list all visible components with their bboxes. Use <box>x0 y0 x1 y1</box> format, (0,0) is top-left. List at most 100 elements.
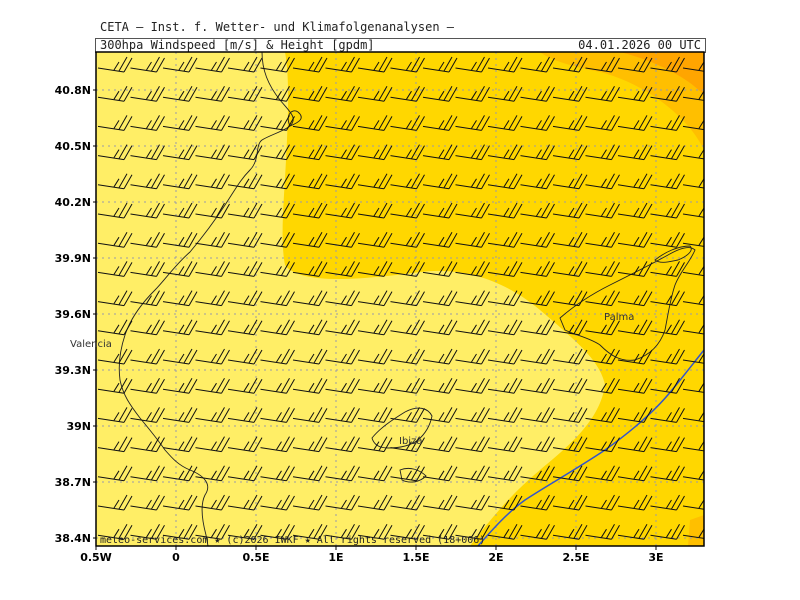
wind-barb <box>487 319 523 336</box>
lon-tick-label: 2E <box>488 551 503 564</box>
wind-barb <box>552 436 588 453</box>
wind-barb <box>552 56 588 73</box>
wind-barb <box>552 319 588 336</box>
wind-barb <box>585 465 620 482</box>
wind-barb <box>130 407 165 423</box>
wind-barb <box>162 144 198 161</box>
lat-tick-label: 40.8N <box>55 84 91 97</box>
wind-barb <box>357 319 393 336</box>
wind-barb <box>585 436 620 453</box>
wind-barb <box>97 407 133 423</box>
wind-barb <box>487 85 523 102</box>
wind-barb <box>422 319 458 336</box>
wind-barb <box>617 290 653 307</box>
wind-barb <box>585 144 620 161</box>
wind-barb <box>617 465 653 482</box>
lat-tick-label: 39N <box>66 420 91 433</box>
wind-barb <box>422 290 458 307</box>
wind-barb <box>650 494 685 511</box>
lon-tick-label: 1.5E <box>402 551 429 564</box>
wind-barb <box>357 173 393 190</box>
wind-barb <box>195 115 230 131</box>
wind-barb <box>617 436 653 453</box>
wind-barb <box>195 202 230 219</box>
wind-barb <box>520 85 555 102</box>
wind-barb <box>487 261 523 277</box>
wind-barb <box>520 407 555 423</box>
wind-barb <box>97 290 133 307</box>
wind-barb <box>390 465 425 482</box>
wind-barb <box>422 436 458 453</box>
wind-barb <box>195 85 230 102</box>
wind-barb <box>650 173 685 190</box>
wind-barb <box>227 290 263 307</box>
lat-tick-label: 38.7N <box>55 476 91 489</box>
wind-barb <box>97 173 133 190</box>
wind-barb <box>552 173 588 190</box>
lon-tick-label: 2.5E <box>562 551 589 564</box>
wind-barb <box>162 261 198 277</box>
lon-tick-label: 0.5E <box>242 551 269 564</box>
wind-barb <box>130 56 165 73</box>
wind-barb <box>585 261 620 277</box>
wind-barb <box>455 523 490 540</box>
wind-barb <box>521 553 555 568</box>
wind-barb <box>585 494 620 511</box>
wind-barb <box>455 202 490 219</box>
wind-barb <box>617 173 653 190</box>
wind-barb <box>617 348 653 365</box>
wind-barb <box>195 407 230 423</box>
wind-barb <box>682 324 704 335</box>
wind-barb <box>455 85 490 102</box>
wind-barb <box>162 348 198 365</box>
wind-barb <box>390 56 425 73</box>
wind-barb <box>357 261 393 277</box>
wind-barb <box>520 144 555 161</box>
wind-barb <box>97 144 133 161</box>
wind-barb <box>390 261 425 277</box>
wind-barb <box>520 173 555 190</box>
wind-barb <box>422 348 458 365</box>
wind-barb <box>585 290 620 307</box>
wind-barb <box>487 348 523 365</box>
wind-barb <box>422 407 458 423</box>
wind-barb <box>130 465 165 482</box>
wind-barb <box>650 261 685 277</box>
lat-tick-label: 40.2N <box>55 196 91 209</box>
wind-barb <box>260 494 295 511</box>
wind-barb <box>325 465 360 482</box>
lat-tick-label: 39.3N <box>55 364 91 377</box>
wind-barb <box>682 295 704 306</box>
wind-barb <box>195 231 230 248</box>
wind-barb <box>683 553 717 568</box>
wind-barb <box>162 115 198 131</box>
wind-barb <box>552 348 588 365</box>
wind-barb <box>650 144 685 161</box>
wind-barb <box>617 144 653 161</box>
wind-barb <box>97 523 133 540</box>
wind-barb <box>390 523 425 540</box>
wind-barb <box>520 290 555 307</box>
wind-barb <box>617 407 653 423</box>
wind-barb <box>325 348 360 365</box>
wind-barb <box>390 231 425 248</box>
wind-barb <box>455 348 490 365</box>
wind-barb <box>390 436 425 453</box>
wind-barb <box>650 523 685 540</box>
wind-barb <box>520 115 555 131</box>
wind-barb <box>520 523 555 540</box>
wind-barb <box>260 173 295 190</box>
wind-barb <box>552 202 588 219</box>
wind-barb <box>162 85 198 102</box>
wind-barb <box>357 348 393 365</box>
wind-barb <box>195 377 230 394</box>
wind-barb <box>455 56 490 73</box>
fill-orange <box>620 52 704 95</box>
wind-barb <box>520 202 555 219</box>
wind-barb <box>487 144 523 161</box>
wind-barb <box>422 377 458 394</box>
wind-barb <box>325 202 360 219</box>
header-organization: CETA — Inst. f. Wetter- und Klimafolgena… <box>100 20 455 34</box>
wind-barb <box>130 115 165 131</box>
wind-barb <box>487 231 523 248</box>
